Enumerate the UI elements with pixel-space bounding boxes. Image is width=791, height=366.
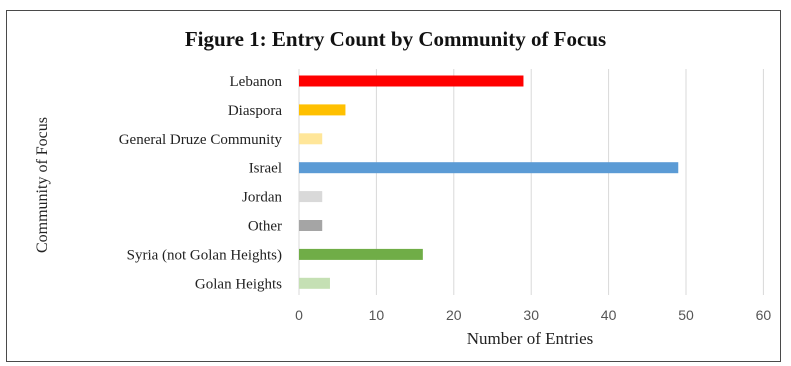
category-labels: Lebanon Diaspora General Druze Community Is… <box>119 74 283 292</box>
category-label: Golan Heights <box>195 276 282 292</box>
bars <box>299 75 679 289</box>
x-axis-title: Number of Entries <box>467 329 594 348</box>
category-label: Israel <box>249 161 282 177</box>
x-tick-label: 50 <box>678 307 694 323</box>
category-label: Syria (not Golan Heights) <box>127 247 282 263</box>
bar-lebanon <box>299 75 524 87</box>
bar-israel <box>299 162 679 174</box>
x-tick-label: 60 <box>756 307 772 323</box>
chart-title: Figure 1: Entry Count by Community of Fo… <box>184 27 607 51</box>
x-tick-label: 10 <box>369 307 385 323</box>
category-label: Diaspora <box>228 103 282 119</box>
bar-syria-not-golan-heights <box>299 248 423 260</box>
category-label: Other <box>248 219 282 235</box>
bar-diaspora <box>299 104 346 116</box>
bar-jordan <box>299 191 323 203</box>
gridlines <box>298 69 764 295</box>
y-axis-title: Community of Focus <box>34 117 51 253</box>
category-label: General Druze Community <box>119 132 283 148</box>
x-tick-label: 40 <box>601 307 617 323</box>
x-tick-label: 30 <box>523 307 539 323</box>
x-tick-labels: 0 10 20 30 40 50 60 <box>295 307 771 323</box>
chart-frame <box>6 10 781 362</box>
category-label: Jordan <box>242 190 282 206</box>
x-tick-label: 0 <box>295 307 303 323</box>
bar-other <box>299 220 323 231</box>
bar-golan-heights <box>299 277 330 289</box>
x-tick-label: 20 <box>446 307 462 323</box>
category-label: Lebanon <box>230 74 283 90</box>
bar-general-druze-community <box>299 133 323 145</box>
